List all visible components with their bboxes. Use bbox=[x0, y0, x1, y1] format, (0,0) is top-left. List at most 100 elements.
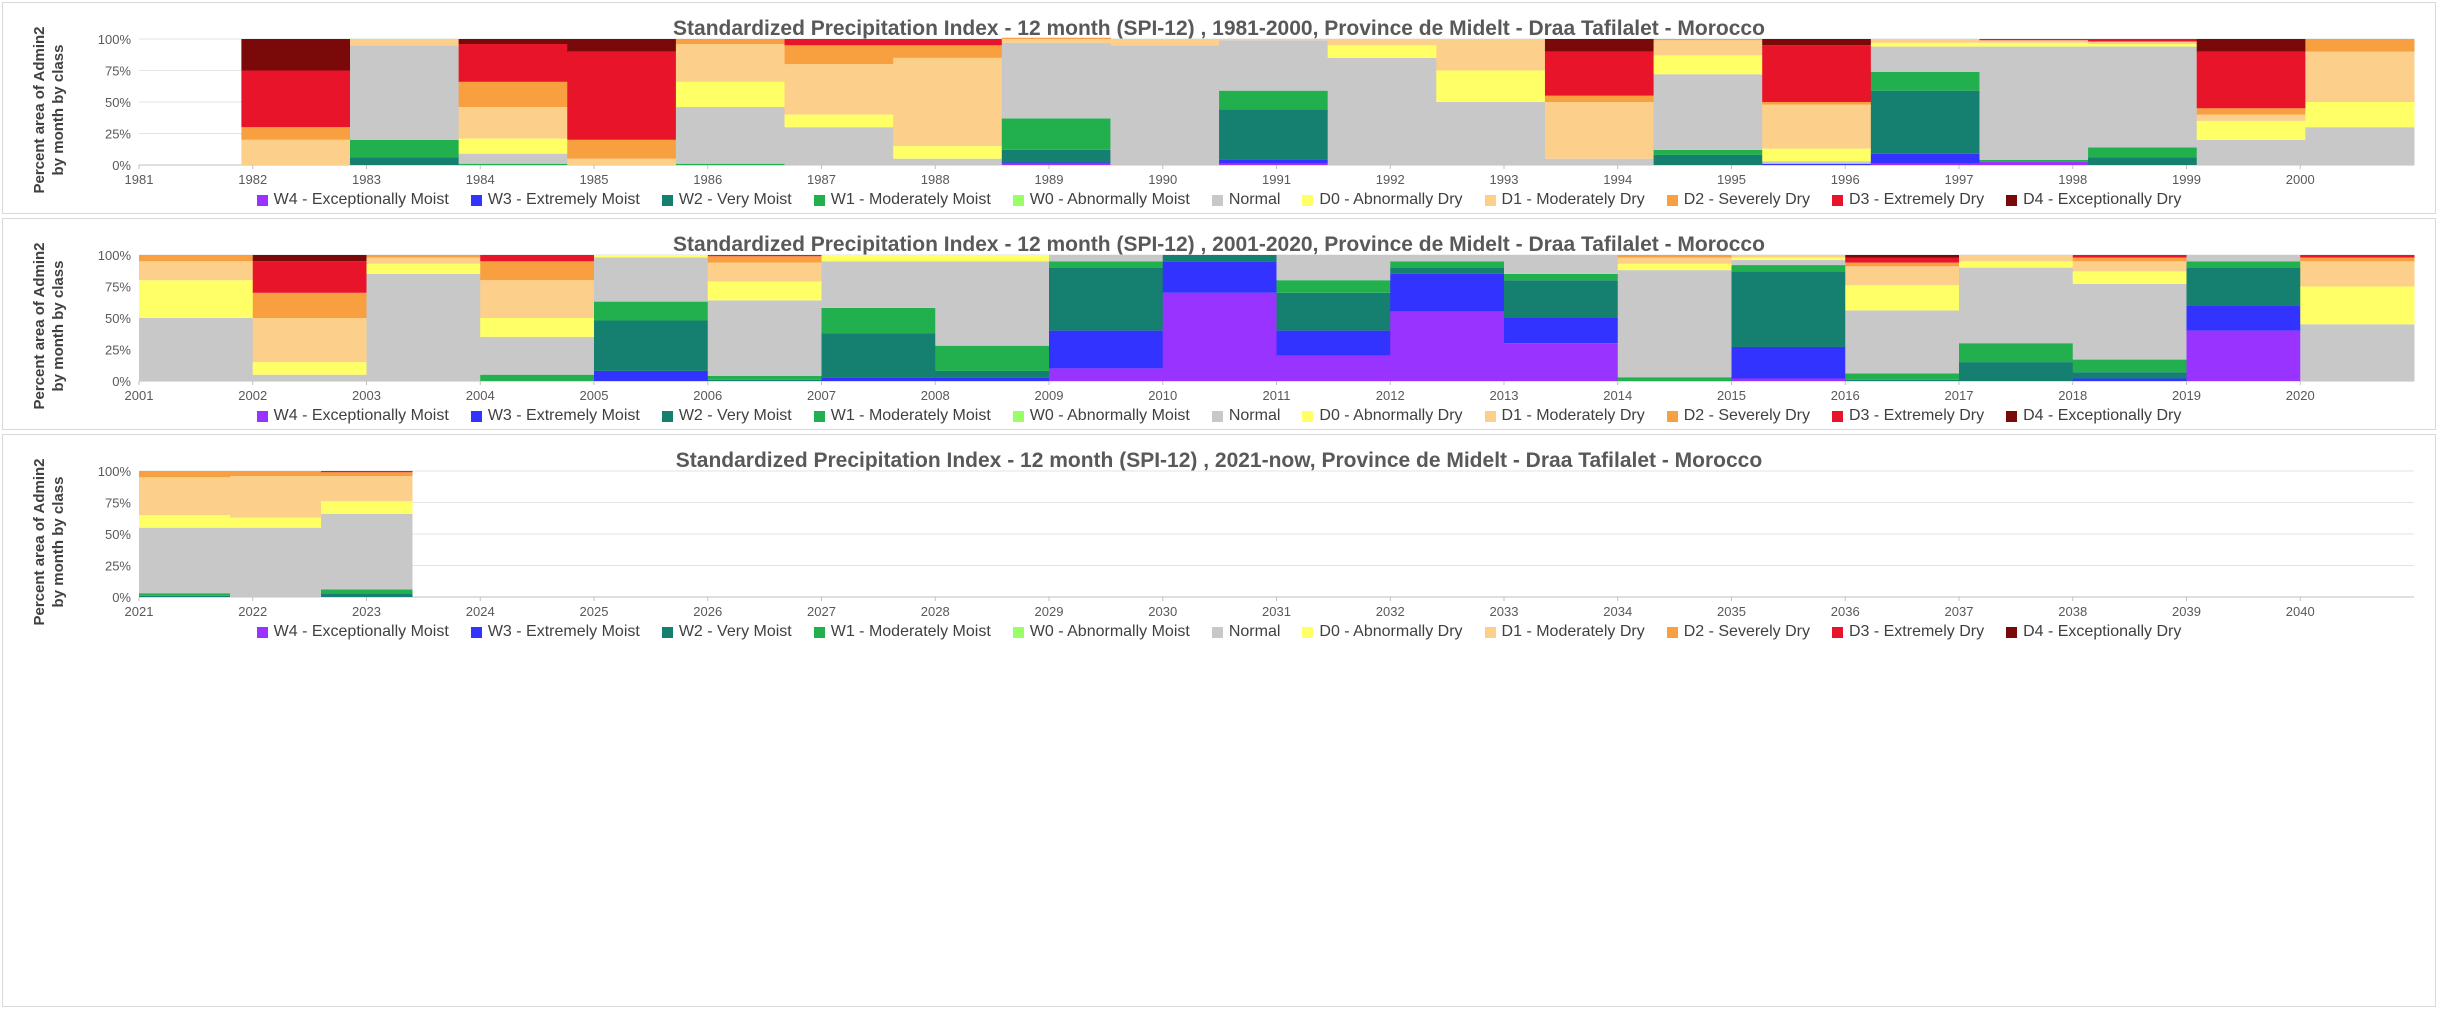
legend-label: W0 - Abnormally Moist bbox=[1029, 407, 1190, 424]
area-segment bbox=[821, 377, 936, 381]
area-segment bbox=[1617, 263, 1732, 271]
chart-panel-2001-2020: Standardized Precipitation Index - 12 mo… bbox=[2, 218, 2436, 430]
x-tick-label: 1998 bbox=[2058, 172, 2087, 187]
area-segment bbox=[1049, 267, 1164, 331]
legend-label: W1 - Moderately Moist bbox=[830, 623, 991, 640]
legend-label: W3 - Extremely Moist bbox=[487, 407, 640, 424]
y-tick-label: 75% bbox=[105, 280, 131, 295]
area-segment bbox=[252, 261, 367, 293]
x-tick-label: 1985 bbox=[580, 172, 609, 187]
legend-label: D0 - Abnormally Dry bbox=[1319, 407, 1463, 424]
area-segment bbox=[252, 292, 367, 318]
x-tick-label: 2028 bbox=[921, 604, 950, 619]
legend-label: W4 - Exceptionally Moist bbox=[273, 407, 449, 424]
chart-legend: W4 - Exceptionally Moist W3 - Extremely M… bbox=[3, 191, 2435, 209]
x-tick-label: 2040 bbox=[2286, 604, 2315, 619]
area-segment bbox=[784, 64, 894, 115]
x-tick-label: 1989 bbox=[1035, 172, 1064, 187]
y-tick-label: 0% bbox=[112, 374, 131, 389]
area-segment bbox=[1049, 261, 1164, 268]
area-segment bbox=[1504, 343, 1619, 381]
area-segment bbox=[1390, 255, 1505, 262]
area-segment bbox=[2196, 139, 2306, 165]
x-tick-label: 1982 bbox=[238, 172, 267, 187]
legend-item: Normal bbox=[1211, 407, 1280, 425]
area-segment bbox=[784, 45, 894, 65]
x-tick-label: 1997 bbox=[1945, 172, 1974, 187]
legend-label: D4 - Exceptionally Dry bbox=[2023, 191, 2182, 208]
x-tick-label: 2036 bbox=[1831, 604, 1860, 619]
area-segment bbox=[1162, 255, 1277, 262]
x-tick-label: 2032 bbox=[1376, 604, 1405, 619]
area-segment bbox=[1276, 280, 1391, 293]
area-segment bbox=[139, 471, 231, 478]
area-segment bbox=[1845, 285, 1960, 311]
x-tick-label: 2026 bbox=[693, 604, 722, 619]
area-segment bbox=[252, 374, 367, 381]
area-segment bbox=[2300, 261, 2415, 287]
legend-swatch bbox=[1666, 194, 1678, 206]
area-segment bbox=[1276, 255, 1391, 281]
legend-label: W4 - Exceptionally Moist bbox=[273, 623, 449, 640]
area-segment bbox=[1959, 255, 2074, 262]
legend-swatch bbox=[2006, 626, 2018, 638]
legend-swatch bbox=[1012, 626, 1024, 638]
x-tick-label: 2012 bbox=[1376, 388, 1405, 403]
area-segment bbox=[707, 375, 822, 380]
area-segment bbox=[1504, 318, 1619, 344]
x-tick-label: 2016 bbox=[1831, 388, 1860, 403]
area-segment bbox=[458, 163, 568, 165]
area-segment bbox=[1436, 70, 1546, 102]
area-segment bbox=[594, 255, 709, 258]
area-segment bbox=[1617, 257, 1732, 264]
x-tick-label: 1995 bbox=[1717, 172, 1746, 187]
y-tick-label: 25% bbox=[105, 343, 131, 358]
legend-swatch bbox=[470, 194, 482, 206]
legend-swatch bbox=[813, 410, 825, 422]
area-segment bbox=[707, 300, 822, 376]
legend-label: D4 - Exceptionally Dry bbox=[2023, 407, 2182, 424]
area-segment bbox=[1276, 355, 1391, 381]
area-segment bbox=[139, 280, 254, 318]
x-tick-label: 1981 bbox=[125, 172, 154, 187]
area-segment bbox=[784, 127, 894, 165]
area-segment bbox=[1959, 261, 2074, 268]
x-tick-label: 2005 bbox=[580, 388, 609, 403]
x-tick-label: 2002 bbox=[238, 388, 267, 403]
area-segment bbox=[1870, 46, 1980, 72]
area-segment bbox=[241, 139, 351, 165]
area-segment bbox=[1845, 257, 1960, 263]
legend-item: D2 - Severely Dry bbox=[1666, 623, 1810, 641]
y-tick-label: 0% bbox=[112, 158, 131, 173]
area-segment bbox=[784, 114, 894, 128]
area-segment bbox=[2088, 46, 2198, 148]
legend-label: W1 - Moderately Moist bbox=[830, 191, 991, 208]
area-segment bbox=[567, 39, 677, 52]
legend-swatch bbox=[470, 626, 482, 638]
area-segment bbox=[1959, 362, 2074, 381]
x-tick-label: 2027 bbox=[807, 604, 836, 619]
area-segment bbox=[1731, 271, 1846, 347]
area-segment bbox=[1219, 90, 1329, 110]
area-segment bbox=[252, 255, 367, 262]
area-segment bbox=[821, 261, 936, 308]
area-segment bbox=[1436, 39, 1546, 71]
y-tick-label: 50% bbox=[105, 527, 131, 542]
y-tick-label: 100% bbox=[98, 248, 132, 263]
legend-swatch bbox=[256, 410, 268, 422]
area-segment bbox=[1845, 373, 1960, 380]
area-segment bbox=[1731, 378, 1846, 381]
area-segment bbox=[821, 255, 936, 262]
area-segment bbox=[1617, 255, 1732, 258]
area-segment bbox=[1219, 40, 1329, 91]
area-segment bbox=[139, 593, 231, 596]
y-tick-label: 0% bbox=[112, 590, 131, 605]
legend-label: D1 - Moderately Dry bbox=[1501, 623, 1645, 640]
area-segment bbox=[2196, 51, 2306, 109]
area-segment bbox=[366, 263, 481, 274]
area-segment bbox=[1979, 42, 2089, 47]
area-segment bbox=[1544, 158, 1655, 165]
area-segment bbox=[1731, 257, 1846, 261]
area-segment bbox=[567, 139, 677, 159]
area-segment bbox=[935, 255, 1050, 262]
